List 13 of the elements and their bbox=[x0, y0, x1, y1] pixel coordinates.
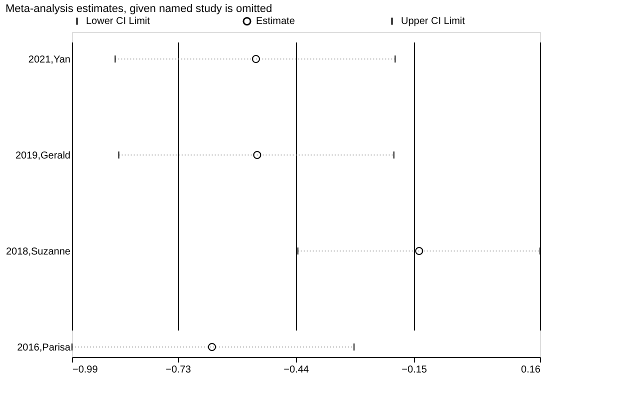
y-tick-label: 2019,Gerald bbox=[15, 150, 70, 162]
x-tick-label: −0.73 bbox=[166, 364, 192, 376]
chart-title: Meta-analysis estimates, given named study is omitted bbox=[6, 3, 272, 15]
legend-label: Lower CI Limit bbox=[86, 16, 150, 28]
y-tick-label: 2021,Yan bbox=[28, 54, 70, 66]
x-tick-label: −0.15 bbox=[402, 364, 428, 376]
legend-label: Upper CI Limit bbox=[401, 16, 466, 28]
y-tick-label: 2016,Parisa bbox=[17, 342, 71, 354]
x-tick-label: −0.44 bbox=[284, 364, 310, 376]
y-tick-label: 2018,Suzanne bbox=[6, 246, 71, 258]
x-tick-label: 0.16 bbox=[521, 364, 541, 376]
x-tick-label: −0.99 bbox=[72, 364, 98, 376]
legend-label: Estimate bbox=[256, 16, 296, 28]
